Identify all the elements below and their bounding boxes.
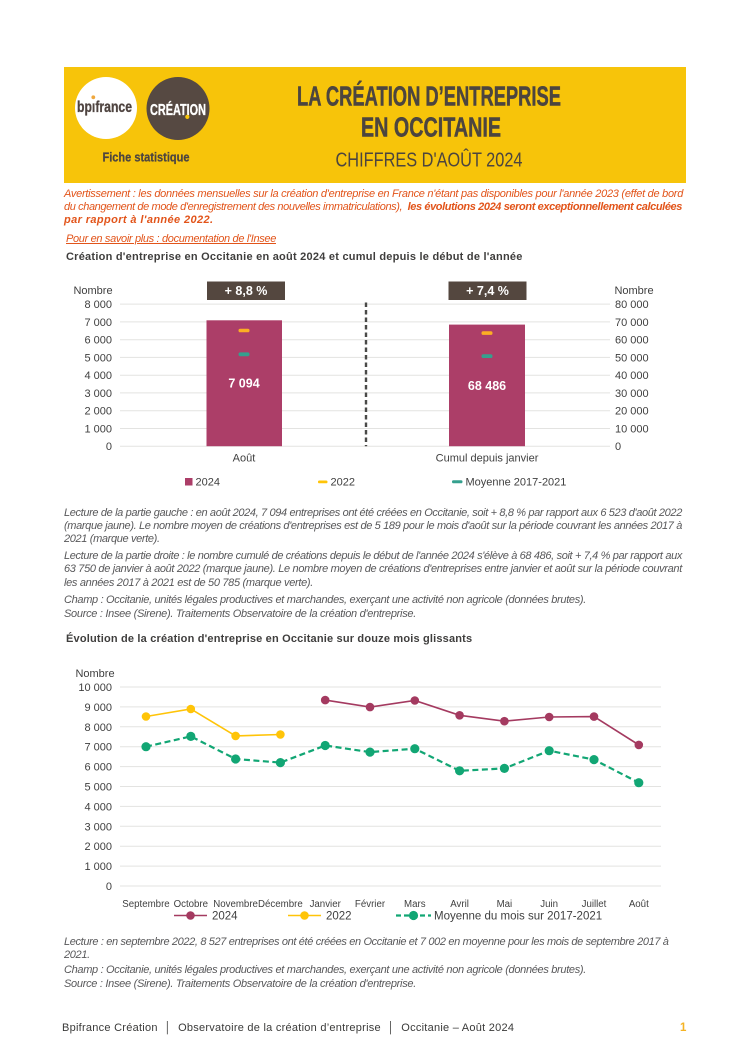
svg-text:Février: Février [355,899,386,910]
svg-text:10 000: 10 000 [78,682,112,694]
svg-text:Janvier: Janvier [310,899,342,910]
svg-text:4 000: 4 000 [84,370,112,382]
svg-text:CRÉATION: CRÉATION [150,100,206,119]
svg-text:Nombre: Nombre [614,285,653,297]
svg-text:Avril: Avril [450,899,469,910]
svg-text:70 000: 70 000 [615,317,649,329]
svg-text:Bpifrance Création │ Observa: Bpifrance Création │ Observatoire de la … [62,1020,514,1035]
svg-text:2 000: 2 000 [84,841,112,853]
svg-text:6 000: 6 000 [84,762,112,774]
svg-text:7 094: 7 094 [228,377,259,391]
svg-text:bpıfrance: bpıfrance [77,99,132,116]
svg-text:Juillet: Juillet [582,899,607,910]
svg-text:2022: 2022 [326,911,352,923]
svg-text:4 000: 4 000 [84,801,112,813]
svg-text:1: 1 [680,1022,687,1034]
svg-text:Octobre: Octobre [174,899,208,910]
svg-text:80 000: 80 000 [615,299,649,311]
svg-text:2024: 2024 [212,911,238,923]
svg-text:Nombre: Nombre [73,285,112,297]
svg-text:20 000: 20 000 [615,406,649,418]
svg-text:68 486: 68 486 [468,379,506,393]
svg-text:3 000: 3 000 [84,388,112,400]
svg-text:30 000: 30 000 [615,388,649,400]
svg-text:0: 0 [106,441,112,453]
svg-text:Septembre: Septembre [122,899,169,910]
svg-text:7 000: 7 000 [84,742,112,754]
svg-text:Moyenne 2017-2021: Moyenne 2017-2021 [466,477,567,489]
svg-text:2 000: 2 000 [84,406,112,418]
svg-text:0: 0 [106,881,112,893]
svg-text:8 000: 8 000 [84,299,112,311]
svg-text:6 000: 6 000 [84,335,112,347]
svg-text:Août: Août [233,453,256,465]
svg-text:Décembre: Décembre [258,899,303,910]
svg-text:3 000: 3 000 [84,821,112,833]
svg-text:7 000: 7 000 [84,317,112,329]
svg-text:Cumul depuis janvier: Cumul depuis janvier [436,453,539,465]
svg-text:60 000: 60 000 [615,335,649,347]
svg-text:Août: Août [629,899,649,910]
svg-text:Moyenne du mois sur 2017-2021: Moyenne du mois sur 2017-2021 [434,911,602,923]
svg-text:Mai: Mai [497,899,513,910]
svg-text:2022: 2022 [331,477,355,489]
svg-text:5 000: 5 000 [84,352,112,364]
svg-text:Juin: Juin [540,899,558,910]
svg-text:9 000: 9 000 [84,702,112,714]
svg-text:Fiche statistique: Fiche statistique [103,150,190,165]
svg-text:10 000: 10 000 [615,424,649,436]
svg-text:Nombre: Nombre [75,668,114,680]
svg-text:0: 0 [615,441,621,453]
svg-text:1 000: 1 000 [84,424,112,436]
svg-text:40 000: 40 000 [615,370,649,382]
svg-text:5 000: 5 000 [84,782,112,794]
svg-text:EN OCCITANIE: EN OCCITANIE [361,112,501,143]
svg-text:Novembre: Novembre [213,899,258,910]
svg-text:+ 7,4 %: + 7,4 % [466,284,509,298]
svg-text:CHIFFRES D'AOÛT 2024: CHIFFRES D'AOÛT 2024 [336,149,523,172]
svg-text:2024: 2024 [196,477,220,489]
svg-text:+ 8,8 %: + 8,8 % [225,284,268,298]
svg-text:Mars: Mars [404,899,426,910]
svg-text:LA CRÉATION D’ENTREPRISE: LA CRÉATION D’ENTREPRISE [297,81,561,112]
svg-text:50 000: 50 000 [615,352,649,364]
svg-text:8 000: 8 000 [84,722,112,734]
svg-text:1 000: 1 000 [84,861,112,873]
